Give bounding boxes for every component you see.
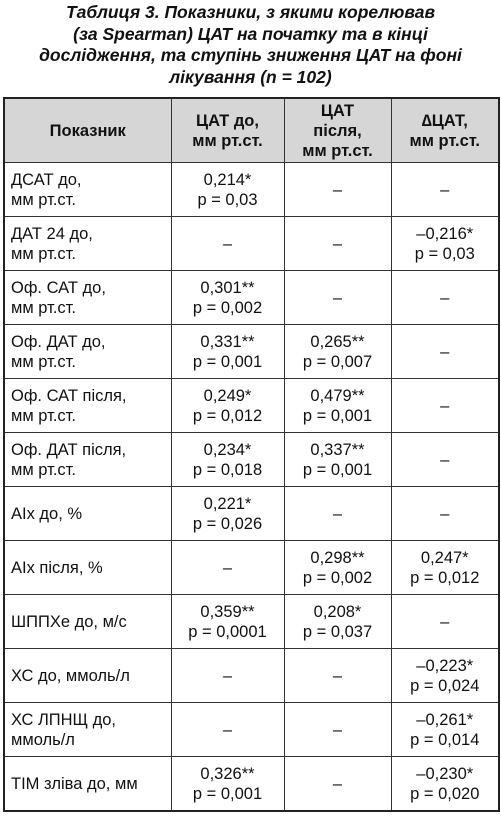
row-label: Оф. ДАТ після, мм рт.ст. — [3, 432, 172, 487]
cell: –0,230* p = 0,020 — [390, 756, 500, 812]
row-label: ХС до, ммоль/л — [3, 648, 172, 703]
cell: – — [390, 324, 500, 379]
row-label: ХС ЛПНЩ до, ммоль/л — [3, 702, 172, 757]
cell: 0,326** p = 0,001 — [170, 756, 285, 812]
row-label: AIx до, % — [3, 486, 172, 541]
title-line: дослідження, та ступінь зниження ЦАТ на … — [39, 45, 462, 65]
table-title: Таблиця 3. Показники, з якими корелював(… — [0, 2, 501, 88]
cell: 0,298** p = 0,002 — [283, 540, 392, 595]
cell: 0,301** p = 0,002 — [170, 270, 285, 325]
cell: 0,247* p = 0,012 — [390, 540, 500, 595]
row-label: Оф. ДАТ до, мм рт.ст. — [3, 324, 172, 379]
table-row: Оф. САТ після, мм рт.ст. 0,249* p = 0,012… — [3, 378, 500, 433]
cell: 0,359** p = 0,0001 — [170, 594, 285, 649]
cell: – — [283, 270, 392, 325]
table-row: ТІМ зліва до, мм 0,326** p = 0,001– –0,230… — [3, 756, 500, 812]
cell: 0,208* p = 0,037 — [283, 594, 392, 649]
cell: – — [390, 378, 500, 433]
cell: – — [170, 702, 285, 757]
cell: – — [390, 162, 500, 217]
cell: – — [170, 648, 285, 703]
title-line: Таблиця 3. Показники, з якими корелював — [65, 2, 436, 22]
table: Показник ЦАТ до, мм рт.ст. ЦАТ після, мм р… — [3, 97, 500, 812]
row-label: Оф. САТ до, мм рт.ст. — [3, 270, 172, 325]
table-row: ХС ЛПНЩ до, ммоль/л – – –0,261* p = 0,014 — [3, 702, 500, 757]
row-label: ТІМ зліва до, мм — [3, 756, 172, 812]
cell: – — [283, 702, 392, 757]
cell: 0,221* p = 0,026 — [170, 486, 285, 541]
cell: – — [170, 540, 285, 595]
cell: –0,216* p = 0,03 — [390, 216, 500, 271]
table-row: Оф. САТ до, мм рт.ст. 0,301** p = 0,002– – — [3, 270, 500, 325]
table-row: ШППХе до, м/с 0,359** p = 0,0001 0,208* p … — [3, 594, 500, 649]
title-line: лікування (n = 102) — [169, 66, 332, 87]
row-label: ШППХе до, м/с — [3, 594, 172, 649]
cell: – — [283, 756, 392, 812]
table-row: Оф. ДАТ після, мм рт.ст. 0,234* p = 0,018… — [3, 432, 500, 487]
cell: 0,331** p = 0,001 — [170, 324, 285, 379]
header-row: Показник ЦАТ до, мм рт.ст. ЦАТ після, мм р… — [3, 97, 500, 163]
cell: 0,337** p = 0,001 — [283, 432, 392, 487]
cell: – — [283, 486, 392, 541]
cell: –0,261* p = 0,014 — [390, 702, 500, 757]
table-row: AIx після, % –0,298** p = 0,002 0,247* p =… — [3, 540, 500, 595]
cell: 0,234* p = 0,018 — [170, 432, 285, 487]
row-label: Оф. САТ після, мм рт.ст. — [3, 378, 172, 433]
row-label: AIx після, % — [3, 540, 172, 595]
cell: 0,214* p = 0,03 — [170, 162, 285, 217]
cell: – — [283, 648, 392, 703]
table-row: Оф. ДАТ до, мм рт.ст. 0,331** p = 0,001 0,… — [3, 324, 500, 379]
row-label: ДАТ 24 до, мм рт.ст. — [3, 216, 172, 271]
header-cell: Показник — [3, 97, 172, 163]
title-line: (за Spearman) ЦАТ на початку та в кінці — [73, 23, 428, 44]
cell: – — [390, 432, 500, 487]
header-cell: ЦАТ до, мм рт.ст. — [170, 97, 285, 163]
cell: – — [170, 216, 285, 271]
cell: – — [283, 216, 392, 271]
table-row: ХС до, ммоль/л – – –0,223* p = 0,024 — [3, 648, 500, 703]
cell: 0,265** p = 0,007 — [283, 324, 392, 379]
table-row: ДАТ 24 до, мм рт.ст. – – –0,216* p = 0,03 — [3, 216, 500, 271]
cell: – — [390, 594, 500, 649]
cell: – — [283, 162, 392, 217]
cell: 0,479** p = 0,001 — [283, 378, 392, 433]
header-cell: ∆ЦАТ, мм рт.ст. — [390, 97, 500, 163]
cell: – — [390, 486, 500, 541]
cell: 0,249* p = 0,012 — [170, 378, 285, 433]
table-row: ДСАТ до, мм рт.ст. 0,214* p = 0,03– – — [3, 162, 500, 217]
row-label: ДСАТ до, мм рт.ст. — [3, 162, 172, 217]
table-row: AIx до, % 0,221* p = 0,026– – — [3, 486, 500, 541]
cell: –0,223* p = 0,024 — [390, 648, 500, 703]
cell: – — [390, 270, 500, 325]
header-cell: ЦАТ після, мм рт.ст. — [283, 97, 392, 163]
